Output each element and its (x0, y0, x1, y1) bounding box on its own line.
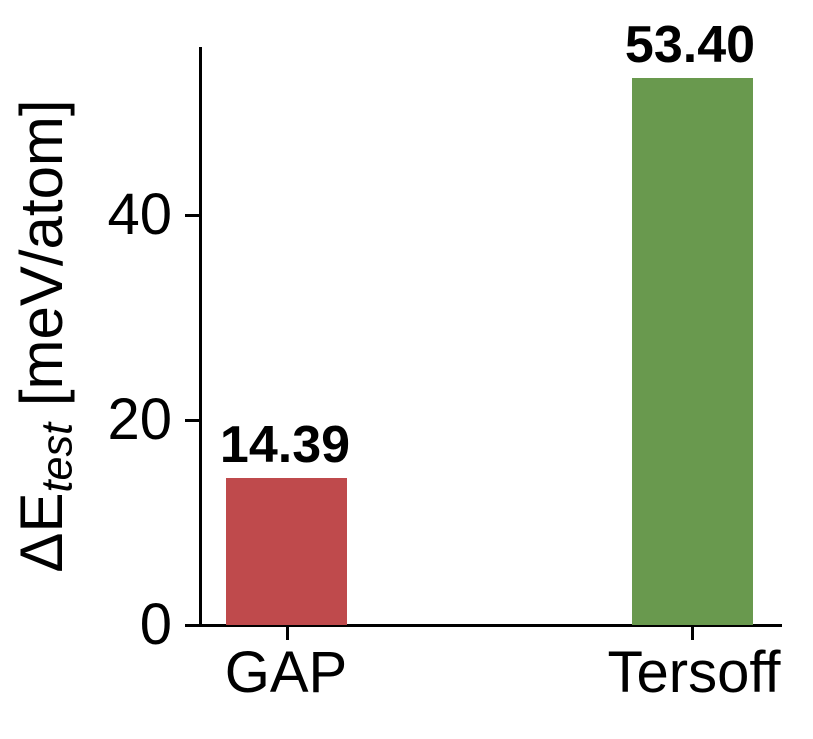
x-axis-line (199, 623, 782, 627)
y-tick-label-40: 40 (107, 182, 172, 247)
y-axis-label: ΔEtest [meV/atom] (8, 99, 82, 572)
y-axis-line (199, 47, 202, 627)
x-tick-label-gap: GAP (224, 640, 348, 705)
y-axis-label-symbol: ΔE (8, 492, 76, 573)
y-axis-label-unit: [meV/atom] (8, 99, 76, 423)
bar-value-label-gap: 14.39 (219, 415, 351, 474)
y-tick-label-0: 0 (139, 592, 172, 657)
x-tick-mark-tersoff (691, 626, 694, 640)
y-tick-mark-20 (185, 418, 200, 422)
y-tick-mark-40 (185, 213, 200, 217)
x-tick-mark-gap (285, 626, 289, 640)
y-tick-mark-0 (185, 623, 200, 627)
y-tick-label-20: 20 (107, 387, 172, 452)
bar-value-label-tersoff: 53.40 (624, 15, 756, 74)
bar-gap (226, 477, 347, 625)
y-axis-label-subscript: test (33, 422, 82, 493)
bar-tersoff (632, 77, 753, 625)
x-tick-label-tersoff: Tersoff (607, 640, 781, 705)
